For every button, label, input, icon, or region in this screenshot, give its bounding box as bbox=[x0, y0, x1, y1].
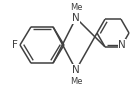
Text: F: F bbox=[12, 40, 18, 50]
Text: N: N bbox=[72, 65, 80, 75]
Text: N: N bbox=[118, 40, 126, 50]
Text: Me: Me bbox=[70, 4, 82, 12]
Text: Me: Me bbox=[70, 76, 82, 86]
Text: N: N bbox=[72, 13, 80, 23]
